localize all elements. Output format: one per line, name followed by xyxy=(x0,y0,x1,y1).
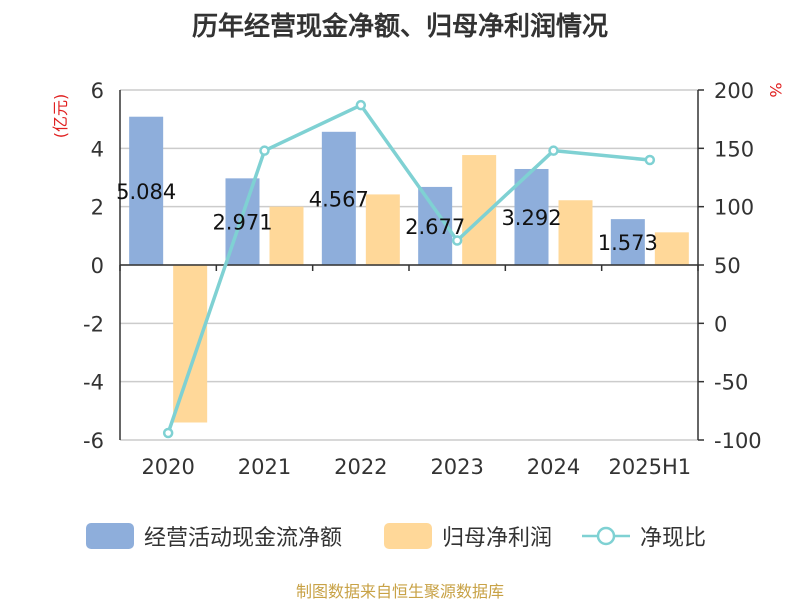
y-left-unit: (亿元) xyxy=(51,94,70,139)
bar-profit xyxy=(654,232,689,265)
bar-value-label: 3.292 xyxy=(501,206,561,230)
bar-profit xyxy=(173,265,208,423)
bar-value-label: 5.084 xyxy=(116,180,176,204)
y-left-tick-label: 6 xyxy=(91,79,104,103)
ratio-line xyxy=(162,99,656,439)
y-right-unit: % xyxy=(766,82,785,97)
legend: 经营活动现金流净额 归母净利润 净现比 xyxy=(0,516,800,556)
bar-value-label: 1.573 xyxy=(598,231,658,255)
x-tick-label: 2020 xyxy=(141,455,194,479)
ratio-point xyxy=(355,99,367,111)
chart-title: 历年经营现金净额、归母净利润情况 xyxy=(191,12,608,42)
axes: 6 4 2 0 -2 -4 -6 200 150 100 50 0 -50 -100 2020 2021 202… xyxy=(83,79,762,479)
bar-profit xyxy=(558,200,593,265)
legend-swatch-cashflow xyxy=(86,523,134,549)
data-labels: 5.084 2.971 4.567 2.677 3.292 1.573 xyxy=(116,180,658,255)
bar-cashflow xyxy=(610,219,645,265)
legend-label-profit: 归母净利润 xyxy=(442,526,553,551)
ratio-point xyxy=(259,145,270,156)
legend-label-cashflow: 经营活动现金流净额 xyxy=(144,526,343,551)
x-tick-label: 2022 xyxy=(334,455,387,479)
x-tick-label: 2021 xyxy=(238,455,291,479)
bar-cashflow xyxy=(129,116,164,265)
legend-item-profit[interactable]: 归母净利润 xyxy=(384,516,552,556)
bar-value-label: 2.677 xyxy=(405,215,465,239)
ratio-point xyxy=(548,145,559,156)
y-left-tick-label: 0 xyxy=(91,254,104,278)
y-left-tick-label: -4 xyxy=(83,371,104,395)
ratio-point xyxy=(644,154,656,166)
y-right-tick-label: 150 xyxy=(714,137,754,161)
x-tick-label: 2023 xyxy=(430,455,483,479)
y-left-tick-label: -2 xyxy=(83,312,104,336)
legend-label-ratio: 净现比 xyxy=(640,526,707,551)
bar-profit xyxy=(365,194,400,265)
y-right-tick-label: -100 xyxy=(714,429,762,453)
ratio-line-path xyxy=(166,103,651,434)
bar-value-label: 4.567 xyxy=(309,187,369,211)
bar-cashflow xyxy=(321,131,356,265)
y-left-tick-label: 2 xyxy=(91,196,104,220)
bar-cashflow xyxy=(514,168,549,265)
bar-profit xyxy=(269,206,304,265)
ratio-point xyxy=(162,427,174,439)
x-tick-label: 2025H1 xyxy=(609,455,692,479)
data-source: 制图数据来自恒生聚源数据库 xyxy=(295,582,504,601)
y-right-tick-label: 0 xyxy=(714,312,727,336)
y-left-tick-label: -6 xyxy=(83,429,104,453)
bar-marks xyxy=(129,116,689,423)
y-right-tick-label: 100 xyxy=(714,196,754,220)
y-right-tick-label: 50 xyxy=(714,254,741,278)
y-left-tick-label: 4 xyxy=(91,137,104,161)
y-right-tick-label: -50 xyxy=(714,371,748,395)
legend-item-ratio[interactable]: 净现比 xyxy=(582,516,706,556)
legend-item-cashflow[interactable]: 经营活动现金流净额 xyxy=(86,516,342,556)
x-tick-label: 2024 xyxy=(527,455,580,479)
ratio-point xyxy=(451,235,463,246)
y-right-tick-label: 200 xyxy=(714,79,754,103)
legend-swatch-ratio xyxy=(582,526,630,546)
bar-value-label: 2.971 xyxy=(212,211,272,235)
legend-swatch-profit xyxy=(384,523,432,549)
